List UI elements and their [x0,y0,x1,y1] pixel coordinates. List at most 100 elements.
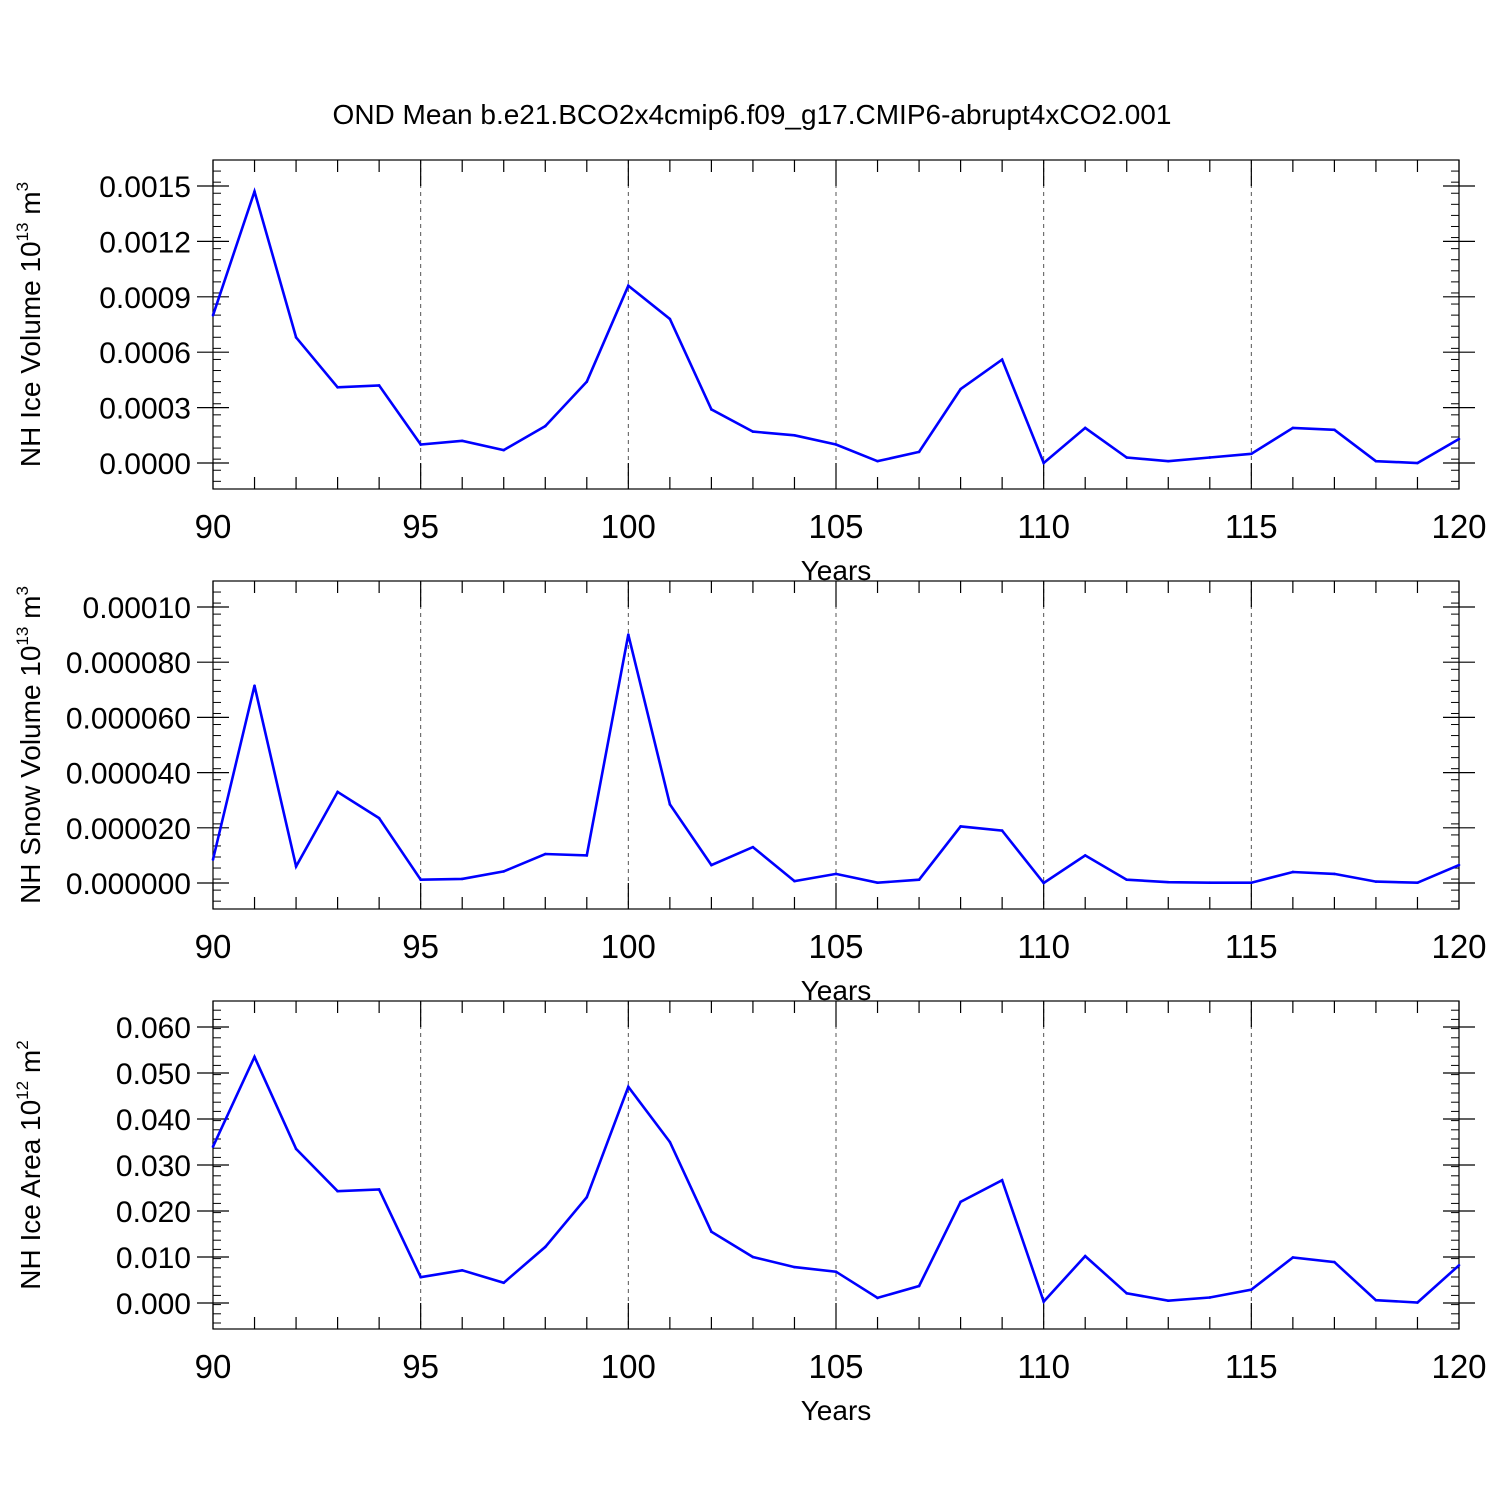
data-point [211,313,215,317]
data-point [876,1296,879,1300]
data-point [336,1189,339,1193]
data-point [502,1281,506,1285]
data-point [1457,1263,1461,1267]
data-point [1208,881,1212,885]
data-point [793,434,796,437]
x-tick-label: 100 [601,508,656,545]
data-point [419,443,422,446]
y-tick-label: 0.000060 [66,702,191,735]
data-point [294,1147,298,1151]
data-point [377,816,381,820]
data-point [1125,1292,1129,1295]
x-axis-label: Years [801,1395,872,1426]
x-tick-label: 95 [402,1348,439,1385]
data-point [1083,1254,1087,1258]
data-point [668,1140,672,1144]
y-tick-label: 0.000000 [66,868,191,901]
data-point [502,448,506,452]
data-point [1291,870,1295,874]
y-axis-label-text: NH Snow Volume 10 [15,646,46,904]
data-point [253,1055,256,1059]
data-point [834,1270,838,1274]
data-point [460,877,464,881]
chart-title: OND Mean b.e21.BCO2x4cmip6.f09_g17.CMIP6… [333,99,1172,130]
data-point [1416,461,1419,465]
data-point [1166,1299,1170,1302]
data-point [1083,854,1087,857]
data-point [419,1275,422,1279]
x-tick-label: 115 [1225,508,1278,545]
x-tick-label: 115 [1225,1348,1278,1385]
data-point [1291,426,1295,430]
data-point [1374,459,1378,463]
y-tick-label: 0.010 [116,1242,191,1275]
data-point [460,1269,464,1272]
data-point [1250,452,1253,456]
x-tick-label: 90 [195,508,232,545]
x-tick-label: 90 [195,928,232,965]
data-point [710,1230,713,1233]
x-tick-label: 120 [1431,928,1486,965]
data-point [1000,358,1004,361]
data-point [751,430,755,433]
data-point [917,450,921,454]
y-tick-label: 0.0003 [99,393,191,426]
data-point [959,825,962,828]
x-tick-label: 95 [402,928,439,965]
y-tick-label: 0.000 [116,1288,191,1321]
y-tick-label: 0.060 [116,1012,191,1045]
y-axis-label-text: NH Ice Volume 10 [15,241,46,467]
y-tick-label: 0.000020 [66,813,191,846]
x-tick-label: 120 [1431,508,1486,545]
data-point [834,872,838,876]
y-axis-label-unit: m [15,1050,46,1081]
y-tick-label: 0.020 [116,1196,191,1229]
data-point [793,1265,796,1269]
data-point [1416,881,1419,885]
data-point [253,684,256,687]
data-point [1000,1178,1004,1182]
data-point [585,854,589,857]
x-tick-label: 105 [808,928,863,965]
data-point [1374,1298,1378,1302]
y-tick-label: 0.030 [116,1150,191,1183]
data-point [1042,881,1045,885]
y-axis-label: NH Ice Area 1012 m2 [13,1040,46,1289]
data-point [917,878,921,881]
y-axis-label-exponent: 12 [13,1081,32,1100]
data-point [543,852,547,856]
data-point [668,803,672,806]
data-point [1042,1300,1045,1303]
y-tick-label: 0.0015 [99,171,191,204]
y-tick-label: 0.0012 [99,226,191,259]
data-point [1250,881,1253,885]
data-point [627,633,630,636]
data-point [876,459,879,463]
y-tick-label: 0.0009 [99,282,191,315]
x-tick-label: 105 [808,508,863,545]
data-point [294,336,298,339]
data-point [1333,428,1336,432]
x-tick-label: 95 [402,508,439,545]
y-tick-label: 0.000080 [66,647,191,680]
data-point [793,879,796,883]
data-point [1083,426,1087,430]
panel-2: 0.000000 0.000020 0.000040 0.000060 0.000080… [13,580,1487,1006]
y-axis-label-exponent: 13 [13,627,32,646]
data-point [834,443,838,446]
data-point [336,790,339,794]
data-point [1291,1256,1295,1259]
data-point [253,190,256,193]
x-tick-label: 110 [1017,1348,1070,1385]
y-axis-label-text: NH Ice Area 10 [15,1100,46,1290]
data-point [1333,872,1336,876]
data-point [1125,878,1129,881]
y-tick-label: 0.00010 [83,592,191,625]
data-point [543,424,547,428]
y-axis-label-unit-exponent: 3 [13,586,32,595]
data-point [1333,1260,1336,1264]
data-point [460,439,464,443]
x-tick-label: 110 [1017,928,1070,965]
y-tick-label: 0.0000 [99,448,191,481]
x-tick-label: 110 [1017,508,1070,545]
